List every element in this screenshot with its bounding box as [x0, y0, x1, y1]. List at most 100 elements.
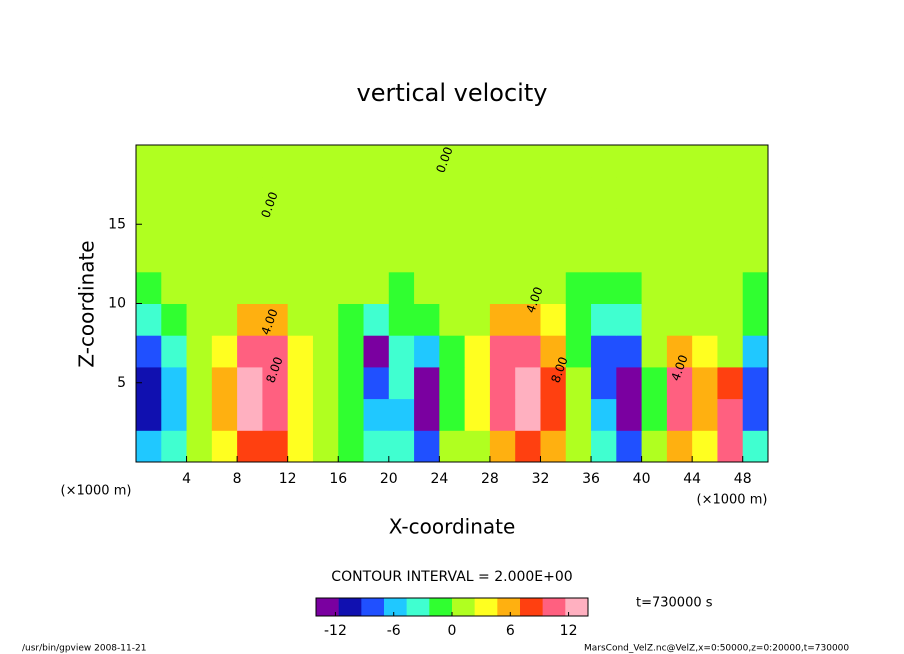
colorbar-swatch: [361, 598, 385, 616]
cell: [489, 430, 516, 463]
cell: [565, 271, 592, 304]
cell: [692, 176, 718, 209]
cell: [717, 271, 744, 304]
cell: [591, 145, 617, 178]
cell: [211, 208, 238, 241]
cell: [186, 430, 213, 463]
x-tick-label: 44: [683, 471, 701, 487]
cell: [262, 145, 289, 178]
time-label: t=730000 s: [636, 596, 713, 611]
cell: [641, 303, 668, 336]
cell: [439, 430, 466, 463]
cell: [237, 145, 263, 178]
cell: [186, 240, 213, 273]
cell: [262, 271, 289, 304]
cell: [186, 398, 213, 431]
cell: [388, 335, 415, 368]
x-tick-label: 4: [182, 471, 191, 487]
cell: [464, 208, 491, 241]
colorbar-swatch: [429, 598, 453, 616]
cell: [237, 398, 263, 431]
cell: [540, 398, 567, 431]
cell: [312, 208, 339, 241]
cell: [237, 176, 263, 209]
cell: [414, 271, 440, 304]
cell: [565, 366, 592, 400]
cell: [287, 398, 314, 431]
cell: [136, 240, 162, 273]
cell: [312, 145, 339, 178]
cell: [312, 398, 339, 431]
cell: [742, 208, 769, 241]
cell: [262, 240, 289, 273]
cell: [565, 240, 592, 273]
cell: [161, 176, 188, 209]
cell: [641, 240, 668, 273]
cell: [186, 271, 213, 304]
cell: [591, 176, 617, 209]
cell: [540, 335, 567, 368]
cell: [312, 240, 339, 273]
cell: [489, 145, 516, 178]
x-tick-label: 24: [430, 471, 448, 487]
cell: [211, 398, 238, 431]
cell: [489, 398, 516, 431]
x-tick-label: 36: [582, 471, 600, 487]
cell: [136, 145, 162, 178]
cell: [161, 366, 188, 400]
cell: [489, 335, 516, 368]
cell: [565, 208, 592, 241]
x-tick-label: 20: [380, 471, 398, 487]
cell: [489, 176, 516, 209]
colorbar-swatch: [338, 598, 362, 616]
chart-title: vertical velocity: [357, 79, 548, 107]
cell: [312, 176, 339, 209]
cell: [591, 240, 617, 273]
x-tick-label: 32: [532, 471, 550, 487]
cell: [136, 398, 162, 431]
cell: [742, 335, 769, 368]
cell: [540, 176, 567, 209]
x-unit: (×1000 m): [697, 493, 768, 508]
cell: [489, 271, 516, 304]
cell: [161, 398, 188, 431]
cell: [237, 303, 263, 336]
cell: [439, 240, 466, 273]
cell: [565, 303, 592, 336]
cell: [161, 430, 188, 463]
cell: [515, 240, 541, 273]
cell: [136, 176, 162, 209]
cell: [666, 208, 693, 241]
cell: [186, 366, 213, 400]
cell: [692, 335, 718, 368]
cell: [515, 208, 541, 241]
cell: [565, 398, 592, 431]
cell: [287, 271, 314, 304]
y-axis-label: Z-coordinate: [75, 240, 99, 367]
cell: [717, 240, 744, 273]
cell: [692, 430, 718, 463]
cell: [591, 208, 617, 241]
cell: [717, 145, 744, 178]
cell: [717, 366, 744, 400]
cell: [616, 176, 643, 209]
colorbar-tick-label: 6: [506, 623, 515, 639]
cell: [338, 145, 365, 178]
cell: [616, 240, 643, 273]
colorbar-tick-label: -12: [324, 623, 347, 639]
cell: [464, 366, 491, 400]
cell: [591, 335, 617, 368]
cell: [262, 398, 289, 431]
colorbar-swatch: [316, 598, 339, 616]
cell: [312, 430, 339, 463]
cell: [464, 240, 491, 273]
y-unit: (×1000 m): [61, 484, 132, 499]
cell: [616, 398, 643, 431]
cell: [666, 145, 693, 178]
cell: [414, 303, 440, 336]
cell: [211, 176, 238, 209]
cell: [136, 335, 162, 368]
cell: [338, 240, 365, 273]
cell: [540, 208, 567, 241]
field: [136, 145, 769, 463]
